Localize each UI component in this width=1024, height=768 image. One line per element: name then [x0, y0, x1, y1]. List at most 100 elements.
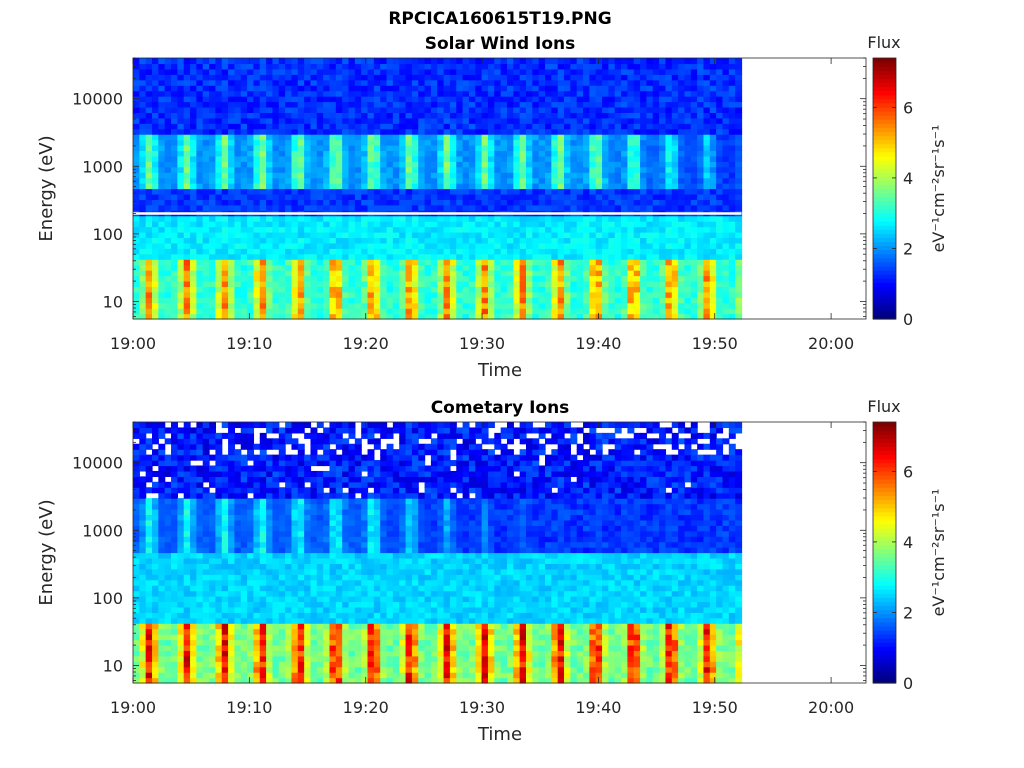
heatmap-cell	[602, 313, 609, 320]
heatmap-cell	[342, 270, 350, 277]
heatmap-cell	[209, 145, 216, 152]
heatmap-cell	[487, 286, 495, 293]
heatmap-cell	[234, 74, 242, 81]
heatmap-cell	[285, 63, 293, 70]
heatmap-cell	[202, 286, 210, 293]
heatmap-cell	[386, 96, 394, 103]
heatmap-cell	[506, 58, 514, 65]
heatmap-cell	[158, 655, 166, 662]
heatmap-cell	[329, 134, 337, 141]
heatmap-cell	[380, 58, 388, 65]
heatmap-cell	[513, 74, 521, 81]
heatmap-cell	[697, 264, 705, 271]
heatmap-cell	[545, 199, 552, 206]
heatmap-cell	[392, 63, 400, 70]
heatmap-cell	[456, 85, 464, 92]
heatmap-cell	[659, 291, 667, 298]
heatmap-cell	[614, 101, 622, 108]
heatmap-cell	[538, 270, 546, 277]
heatmap-cell	[589, 226, 597, 233]
heatmap-cell	[278, 237, 286, 244]
heatmap-cell	[449, 308, 457, 315]
heatmap-cell	[183, 74, 191, 81]
heatmap-cell	[500, 101, 508, 108]
heatmap-cell	[716, 237, 724, 244]
heatmap-cell	[272, 291, 280, 298]
heatmap-cell	[500, 280, 508, 287]
heatmap-cell	[152, 677, 159, 684]
heatmap-cell	[316, 112, 324, 119]
heatmap-cell	[437, 215, 445, 222]
heatmap-cell	[487, 177, 495, 184]
heatmap-cell	[532, 166, 540, 173]
heatmap-cell	[196, 128, 204, 135]
heatmap-cell	[348, 101, 356, 108]
heatmap-cell	[513, 204, 521, 211]
heatmap-cell	[684, 183, 692, 190]
heatmap-cell	[532, 123, 540, 130]
heatmap-cell	[690, 166, 698, 173]
heatmap-cell	[475, 166, 483, 173]
heatmap-cell	[513, 253, 521, 260]
heatmap-cell	[202, 226, 210, 233]
heatmap-cell	[215, 172, 223, 179]
heatmap-cell	[405, 106, 413, 113]
heatmap-cell	[646, 226, 654, 233]
heatmap-cell	[386, 150, 394, 157]
heatmap-cell	[329, 232, 337, 239]
heatmap-cell	[487, 183, 495, 190]
heatmap-cell	[709, 117, 717, 124]
heatmap-cell	[722, 112, 730, 119]
heatmap-cell	[602, 74, 609, 81]
heatmap-cell	[354, 101, 362, 108]
heatmap-cell	[386, 237, 394, 244]
heatmap-cell	[633, 166, 641, 173]
heatmap-cell	[678, 63, 686, 70]
heatmap-cell	[145, 612, 153, 619]
heatmap-cell	[304, 63, 312, 70]
heatmap-cell	[380, 204, 388, 211]
heatmap-cell	[297, 193, 305, 200]
heatmap-cell	[418, 150, 426, 157]
heatmap-cell	[361, 183, 369, 190]
heatmap-cell	[253, 155, 261, 162]
heatmap-cell	[348, 183, 356, 190]
heatmap-cell	[475, 117, 483, 124]
heatmap-cell	[678, 297, 686, 304]
heatmap-cell	[545, 183, 552, 190]
heatmap-cell	[190, 280, 197, 287]
heatmap-cell	[323, 242, 331, 249]
heatmap-cell	[234, 221, 242, 228]
heatmap-cell	[443, 117, 451, 124]
heatmap-cell	[183, 155, 191, 162]
heatmap-cell	[367, 308, 375, 315]
heatmap-cell	[190, 155, 197, 162]
heatmap-cell	[177, 172, 185, 179]
heatmap-cell	[640, 101, 648, 108]
heatmap-cell	[437, 313, 445, 320]
heatmap-cell	[259, 204, 267, 211]
heatmap-cell	[310, 123, 318, 130]
heatmap-cell	[487, 123, 495, 130]
heatmap-cell	[164, 237, 172, 244]
heatmap-cell	[532, 101, 540, 108]
heatmap-cell	[348, 215, 356, 222]
heatmap-cell	[177, 101, 185, 108]
heatmap-cell	[697, 204, 705, 211]
heatmap-cell	[671, 123, 679, 130]
colorbar-step	[873, 270, 896, 275]
heatmap-cell	[418, 177, 426, 184]
heatmap-cell	[538, 221, 546, 228]
heatmap-cell	[583, 308, 590, 315]
heatmap-cell	[697, 253, 705, 260]
heatmap-cell	[437, 106, 445, 113]
heatmap-cell	[164, 286, 172, 293]
heatmap-cell	[475, 193, 483, 200]
heatmap-cell	[152, 237, 159, 244]
heatmap-cell	[139, 666, 147, 673]
heatmap-cell	[354, 150, 362, 157]
heatmap-cell	[139, 568, 147, 575]
heatmap-cell	[589, 204, 597, 211]
heatmap-cell	[361, 253, 369, 260]
heatmap-cell	[487, 242, 495, 249]
